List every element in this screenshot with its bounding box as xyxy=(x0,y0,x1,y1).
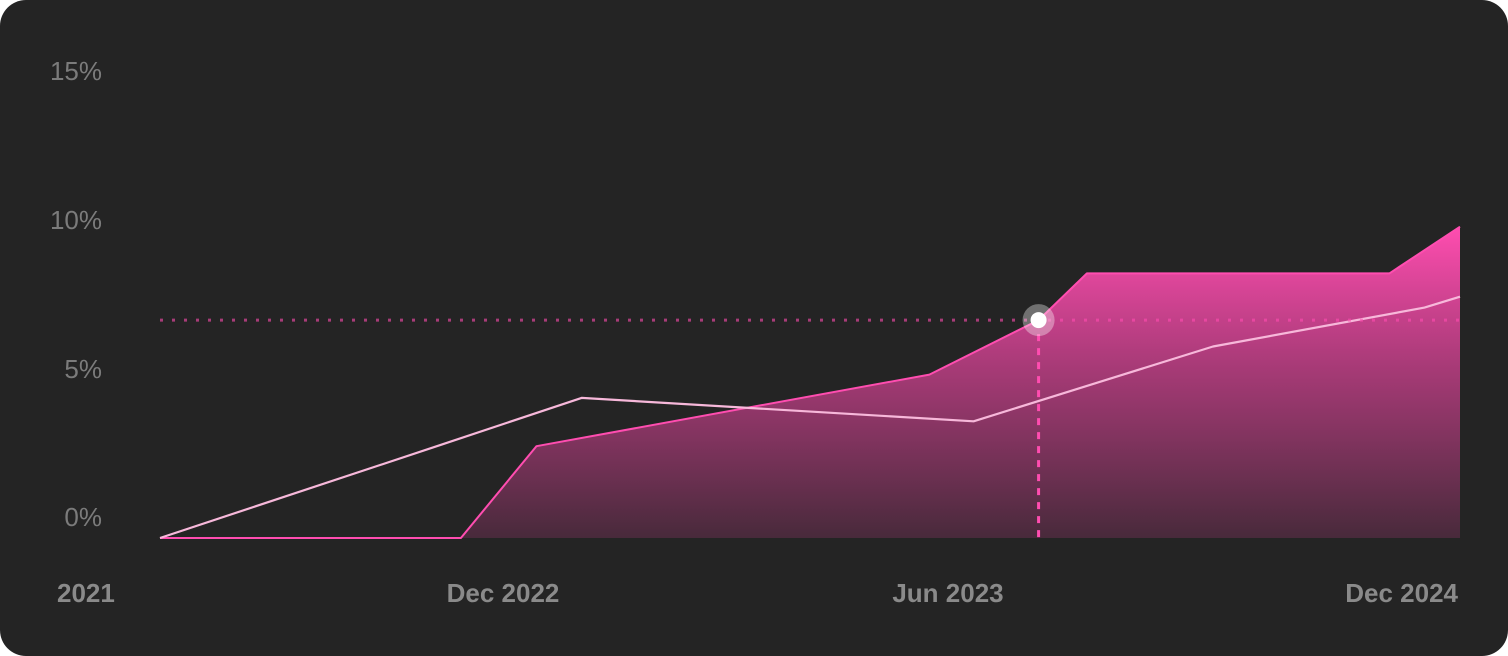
y-tick-label: 10% xyxy=(50,205,102,235)
y-tick-label: 15% xyxy=(50,56,102,86)
x-tick-label: 2021 xyxy=(57,578,115,608)
x-tick-label: Dec 2022 xyxy=(447,578,560,608)
series-layer xyxy=(159,225,1461,540)
y-tick-label: 5% xyxy=(64,354,102,384)
x-axis-ticks: 2021 Dec 2022 Jun 2023 Dec 2024 xyxy=(57,578,1459,608)
series-line xyxy=(159,295,1461,540)
x-tick-label: Dec 2024 xyxy=(1345,578,1458,608)
y-axis-ticks: 0% 5% 10% 15% xyxy=(50,56,102,532)
y-tick-label: 0% xyxy=(64,502,102,532)
series-area-fill xyxy=(160,226,1460,538)
highlight-layer xyxy=(160,304,1460,538)
series-area-line xyxy=(160,225,1461,539)
x-tick-label: Jun 2023 xyxy=(892,578,1003,608)
highlight-point[interactable] xyxy=(1030,312,1047,329)
